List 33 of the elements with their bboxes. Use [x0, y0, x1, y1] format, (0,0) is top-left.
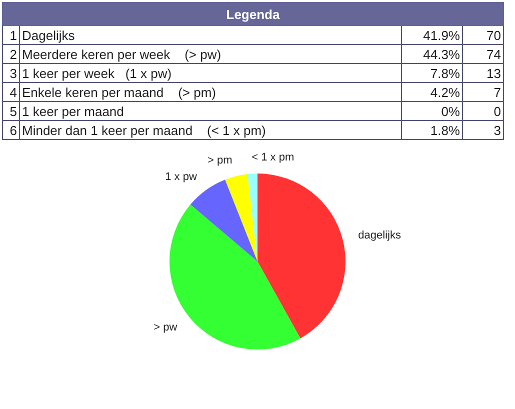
text: 4	[2, 82, 20, 102]
text: 4.2%	[402, 82, 462, 102]
slice-label: > pw	[154, 322, 178, 334]
text: 7.8%	[402, 64, 462, 82]
text: 0%	[402, 102, 462, 120]
text: 7	[462, 82, 504, 102]
text: Enkele keren per maand (> pm)	[20, 82, 402, 102]
pie-slice	[258, 174, 346, 338]
slice-label: < 1 x pm	[252, 152, 294, 164]
slice-label: dagelijks	[358, 229, 402, 242]
text: 5	[2, 102, 20, 120]
legend-title: Legenda	[2, 2, 504, 26]
text: 70	[462, 26, 504, 44]
slice-label: > pm	[208, 154, 232, 167]
text: 1 keer per week (1 x pw)	[20, 64, 402, 82]
text: 2	[2, 44, 20, 64]
text: Dagelijks	[20, 26, 402, 44]
text: 0	[462, 102, 504, 120]
slice-label: 1 x pw	[165, 170, 197, 183]
pie-slice	[248, 174, 258, 262]
text: 13	[462, 64, 504, 82]
pie-slice	[225, 174, 258, 262]
text: 41.9%	[402, 26, 462, 44]
text: 6	[2, 120, 20, 140]
text: Meerdere keren per week (> pw)	[20, 44, 402, 64]
text: 44.3%	[402, 44, 462, 64]
text: 1.8%	[402, 120, 462, 140]
text: 3	[2, 64, 20, 82]
text: 1	[2, 26, 20, 44]
text: Minder dan 1 keer per maand (< 1 x pm)	[20, 120, 402, 140]
text: 74	[462, 44, 504, 64]
text: 3	[462, 120, 504, 140]
text: 1 keer per maand	[20, 102, 402, 120]
